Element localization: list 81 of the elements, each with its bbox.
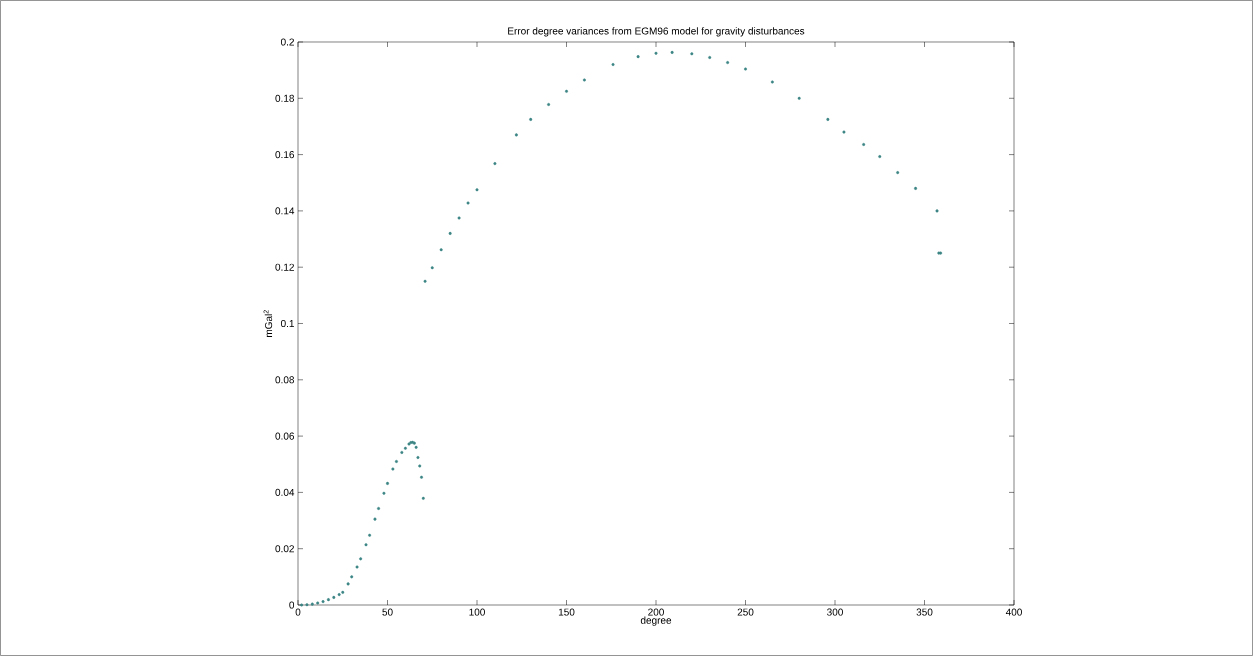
point — [337, 593, 341, 597]
point — [341, 590, 345, 594]
point — [770, 80, 774, 84]
y-tick-label: 0.04 — [275, 488, 295, 496]
point — [514, 133, 518, 137]
point — [430, 266, 434, 270]
point — [466, 201, 470, 205]
point — [386, 481, 389, 485]
point — [935, 209, 939, 213]
point — [350, 575, 354, 579]
x-tick-label: 0 — [295, 608, 301, 616]
point — [842, 130, 846, 134]
point — [547, 102, 551, 106]
point — [670, 50, 674, 54]
y-tick-label: 0.06 — [275, 432, 295, 440]
point — [316, 601, 320, 605]
point — [654, 51, 658, 55]
point — [355, 565, 359, 569]
point — [690, 52, 694, 56]
y-tick-label: 0.12 — [275, 263, 294, 271]
point — [423, 279, 427, 283]
point — [457, 216, 461, 220]
point — [400, 450, 404, 454]
point — [421, 496, 425, 500]
point — [414, 445, 418, 449]
point — [878, 155, 882, 159]
point — [493, 162, 497, 166]
y-axis-title: mGal$^{2}$ — [263, 310, 273, 337]
chart-title: Error degree variances from EGM96 model for gravity disturbances — [508, 27, 805, 37]
point — [364, 543, 368, 547]
point — [826, 117, 830, 121]
x-tick-label: 300 — [827, 608, 843, 616]
point — [403, 446, 407, 450]
point — [448, 231, 452, 235]
x-tick-label: 200 — [648, 608, 664, 616]
point — [914, 186, 918, 190]
x-tick-label: 250 — [737, 608, 754, 616]
point — [896, 171, 900, 175]
point — [636, 55, 640, 59]
point — [346, 582, 350, 586]
point — [611, 63, 615, 67]
x-tick-label: 350 — [916, 608, 933, 616]
y-tick-label: 0.1 — [280, 319, 294, 328]
point — [708, 55, 712, 59]
point — [797, 96, 801, 100]
point — [359, 557, 363, 561]
point — [726, 61, 730, 65]
point — [373, 517, 377, 521]
point — [582, 78, 586, 82]
point — [416, 455, 420, 459]
point — [305, 603, 309, 607]
x-tick-label: 50 — [382, 608, 393, 616]
y-tick-label: 0.2 — [280, 38, 294, 46]
point — [418, 464, 422, 468]
point — [300, 603, 304, 607]
point — [439, 248, 443, 252]
point — [565, 89, 568, 93]
point — [382, 491, 386, 495]
x-axis-title: degree — [640, 616, 672, 626]
point — [391, 467, 395, 471]
x-tick-label: 400 — [1005, 608, 1022, 616]
x-tick-label: 100 — [469, 608, 485, 616]
y-tick-label: 0.14 — [275, 207, 295, 215]
point — [394, 459, 398, 463]
point — [862, 142, 866, 146]
point — [475, 188, 479, 192]
y-tick-label: 0.16 — [275, 151, 295, 159]
point — [332, 595, 336, 599]
y-tick-label: 0.08 — [275, 376, 295, 384]
point — [529, 117, 533, 121]
point — [321, 600, 325, 604]
x-tick-label: 150 — [558, 608, 575, 616]
point — [326, 598, 330, 602]
y-tick-label: 0.02 — [275, 545, 294, 553]
point — [377, 506, 381, 510]
point — [420, 475, 424, 479]
y-tick-label: 0.18 — [275, 94, 295, 102]
point — [310, 602, 314, 606]
point — [744, 67, 748, 71]
y-tick-label: 0 — [289, 601, 295, 609]
point — [368, 533, 372, 537]
